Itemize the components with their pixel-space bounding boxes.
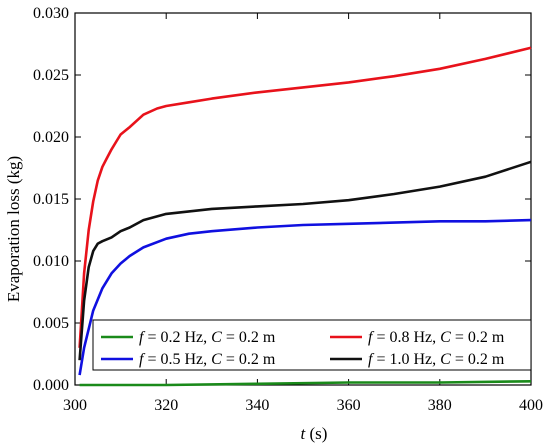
legend-box xyxy=(92,319,532,371)
x-axis-unit: (s) xyxy=(305,424,327,443)
y-tick-label: 0.020 xyxy=(33,129,69,146)
series-line-3 xyxy=(78,218,532,376)
legend-label-4: f = 1.0 Hz, C = 0.2 m xyxy=(368,351,505,368)
legend-label-3: f = 0.5 Hz, C = 0.2 m xyxy=(139,351,276,368)
x-tick-label: 320 xyxy=(154,397,178,414)
y-tick-label: 0.030 xyxy=(33,5,69,22)
x-tick-label: 380 xyxy=(428,397,452,414)
y-tick-label: 0.005 xyxy=(33,315,69,332)
series-line-4 xyxy=(78,160,532,361)
series-line-2 xyxy=(78,46,532,348)
y-tick-label: 0.010 xyxy=(33,253,69,270)
y-axis-title: Evaporation loss (kg) xyxy=(4,156,23,302)
y-tick-label: 0.000 xyxy=(33,377,69,394)
x-tick-label: 400 xyxy=(519,397,543,414)
x-tick-label: 340 xyxy=(245,397,269,414)
x-tick-label: 360 xyxy=(337,397,361,414)
x-axis-variable: t xyxy=(301,424,307,443)
y-tick-label: 0.015 xyxy=(33,191,69,208)
x-tick-label: 300 xyxy=(63,397,87,414)
x-axis-title: t (s) xyxy=(301,424,328,443)
series-line-1 xyxy=(79,380,532,387)
legend-label-2: f = 0.8 Hz, C = 0.2 m xyxy=(368,329,505,346)
legend-label-1: f = 0.2 Hz, C = 0.2 m xyxy=(139,329,276,346)
y-tick-label: 0.025 xyxy=(33,67,69,84)
